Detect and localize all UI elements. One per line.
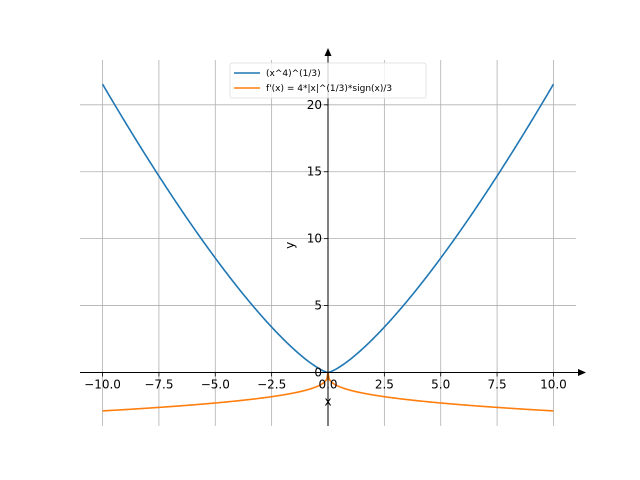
y-tick-label: 5 bbox=[314, 299, 322, 313]
y-axis-arrow bbox=[324, 48, 332, 56]
y-tick-label: 0 bbox=[314, 365, 322, 379]
ticks: −10.0 −7.5 −5.0 −2.5 0.0 2.5 5.0 7.5 10.0 0 5 10 15 2… bbox=[84, 98, 567, 392]
x-tick-label: −2.5 bbox=[257, 377, 286, 391]
legend-label-2: f'(x) = 4*|x|^(1/3)*sign(x)/3 bbox=[266, 84, 392, 94]
x-tick-label: 0.0 bbox=[318, 377, 337, 391]
y-tick-label: 15 bbox=[307, 165, 322, 179]
x-tick-label: −10.0 bbox=[84, 377, 121, 391]
x-axis-label: x bbox=[324, 394, 331, 408]
x-tick-label: 10.0 bbox=[540, 377, 567, 391]
legend: (x^4)^(1/3) f'(x) = 4*|x|^(1/3)*sign(x)/3 bbox=[229, 62, 427, 99]
x-tick-label: 7.5 bbox=[488, 377, 507, 391]
x-tick-label: −5.0 bbox=[201, 377, 230, 391]
axes bbox=[80, 48, 586, 426]
x-axis-arrow bbox=[578, 368, 586, 376]
x-tick-label: 2.5 bbox=[375, 377, 394, 391]
y-tick-label: 20 bbox=[307, 98, 322, 112]
legend-box bbox=[229, 62, 427, 99]
y-axis-label: y bbox=[283, 242, 297, 249]
x-tick-label: −7.5 bbox=[144, 377, 173, 391]
legend-label-1: (x^4)^(1/3) bbox=[266, 69, 321, 79]
y-tick-label: 10 bbox=[307, 232, 322, 246]
x-tick-label: 5.0 bbox=[431, 377, 450, 391]
